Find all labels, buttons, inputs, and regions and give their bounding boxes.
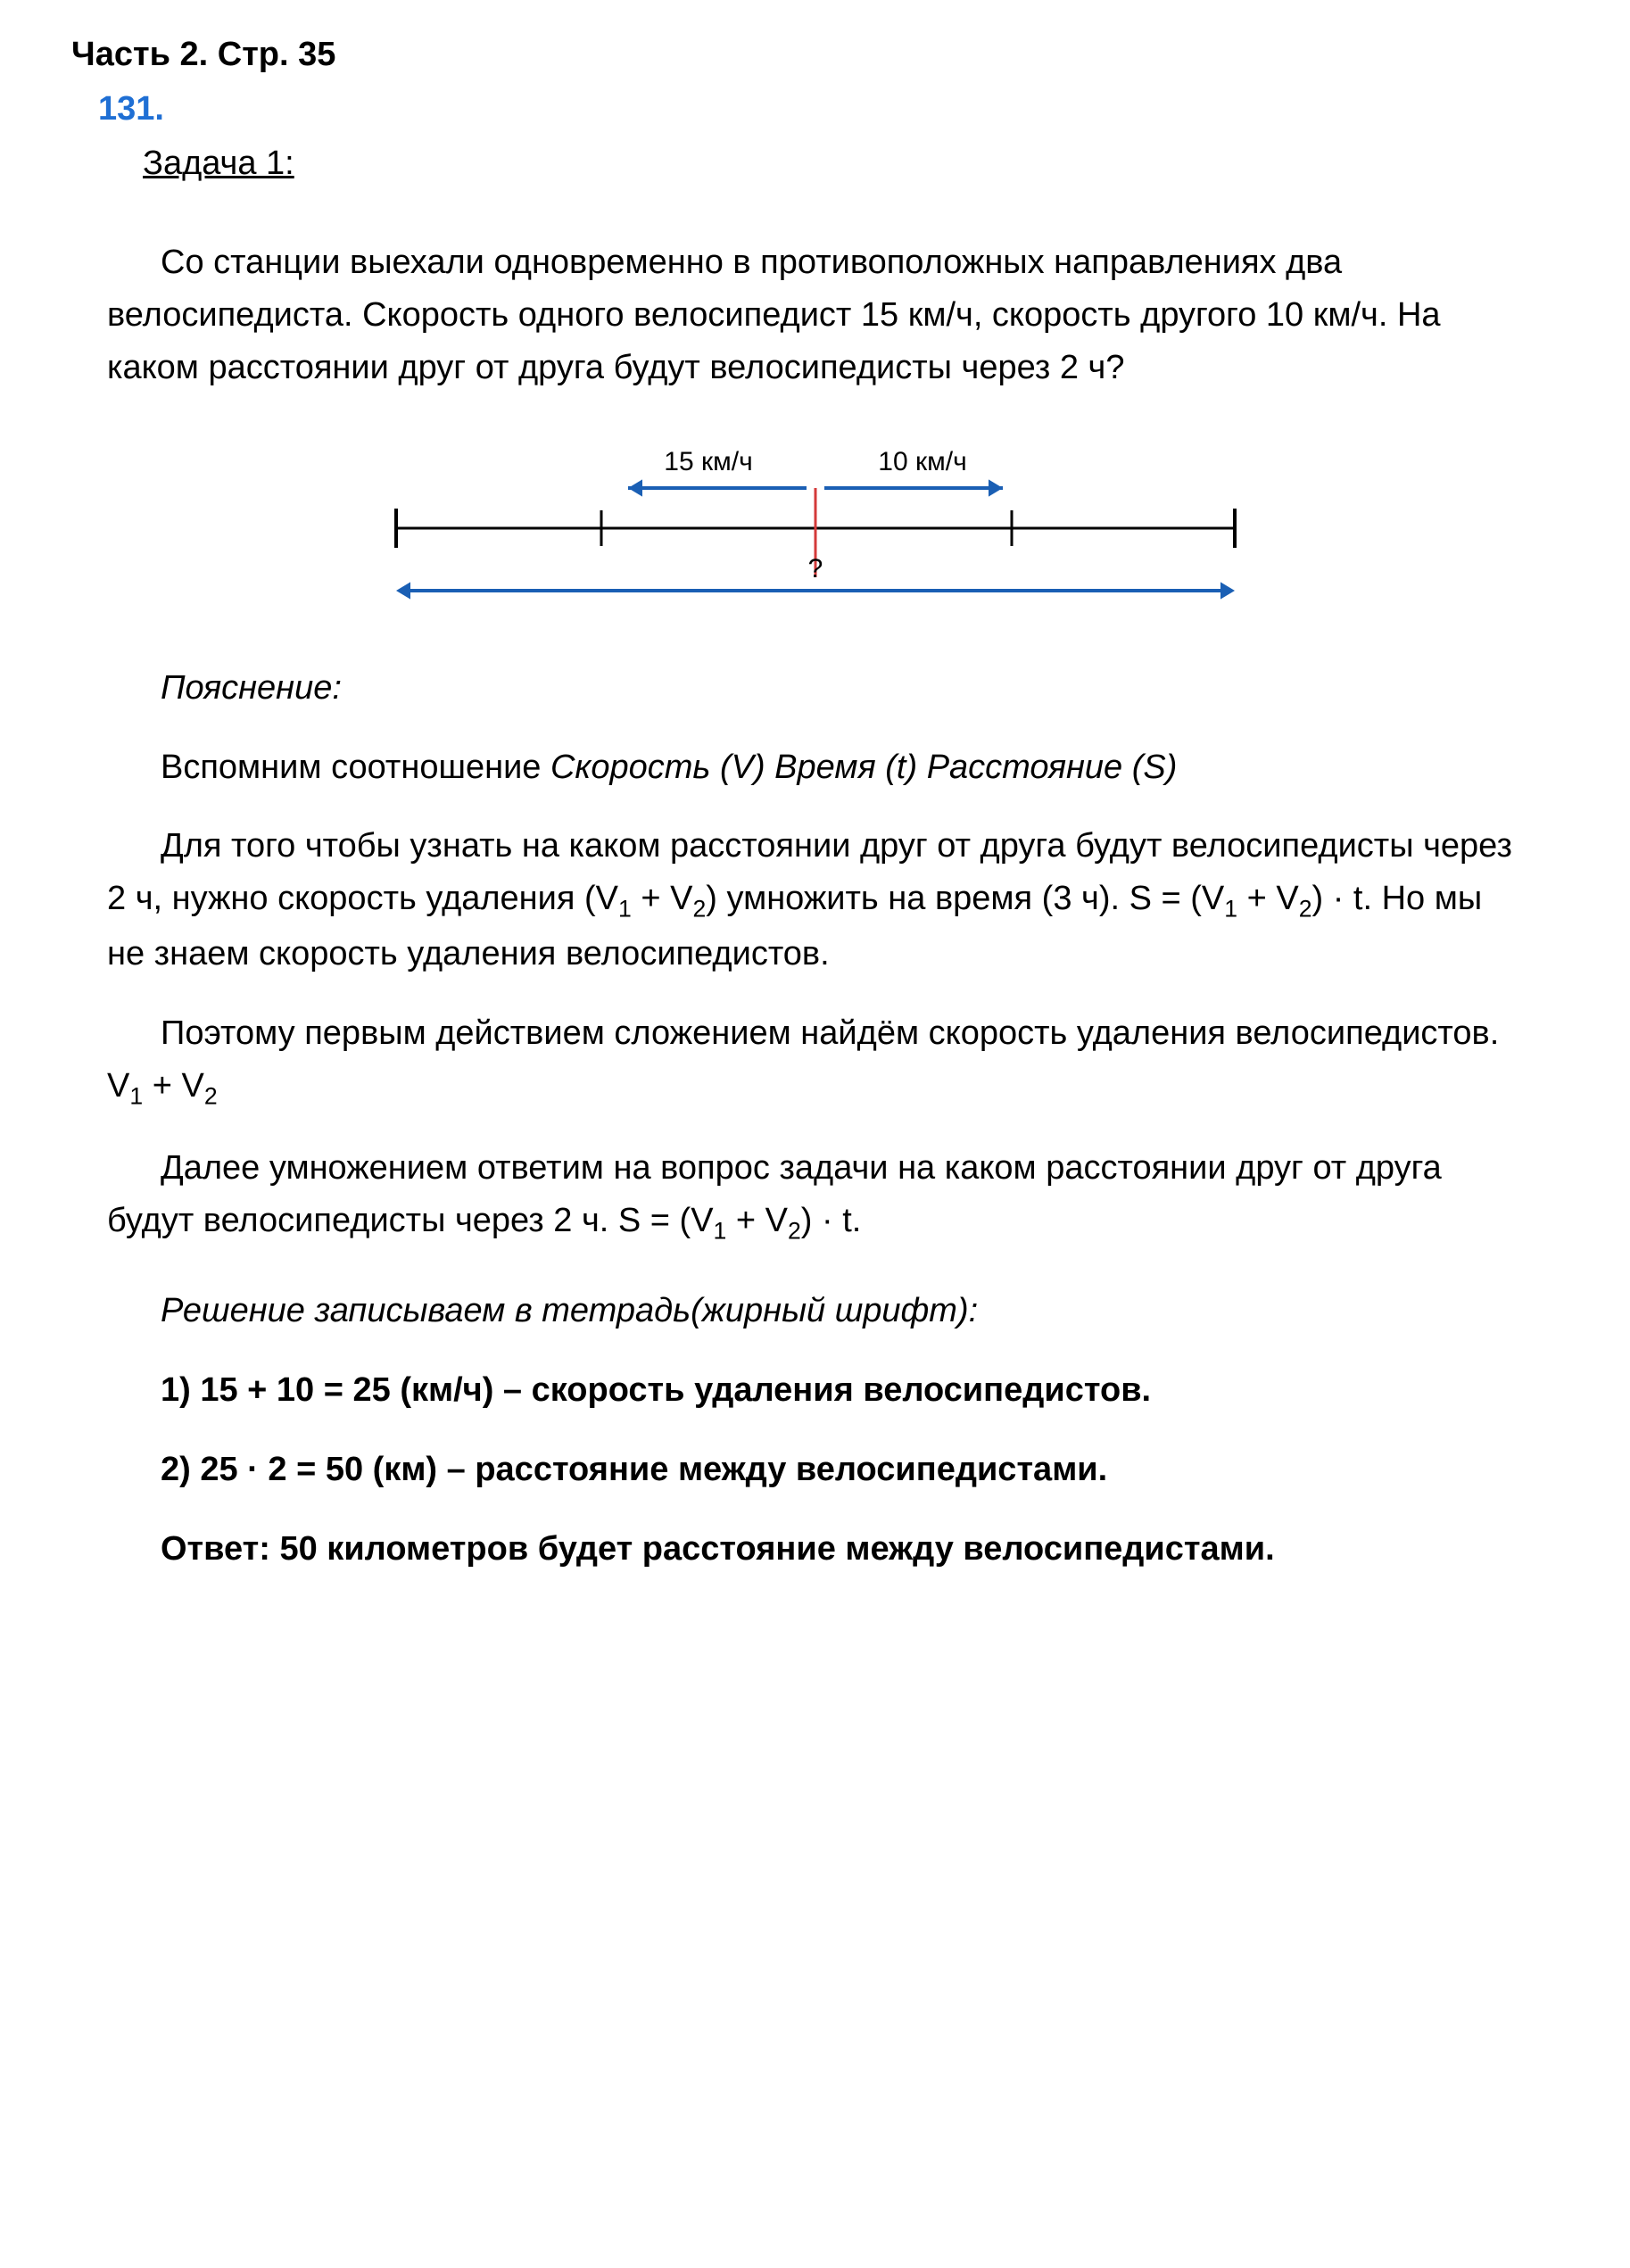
explanation-title: Пояснение:: [107, 662, 1523, 715]
expl-p1-italic: Скорость (V) Время (t) Расстояние (S): [550, 749, 1177, 786]
problem-number: 131.: [98, 90, 1559, 128]
sub-1b: 1: [1224, 896, 1237, 923]
explanation-p3: Поэтому первым действием сложением найдё…: [107, 1007, 1523, 1115]
solution-step-1: 1) 15 + 10 = 25 (км/ч) – скорость удален…: [107, 1364, 1523, 1417]
svg-text:10 км/ч: 10 км/ч: [878, 447, 966, 476]
expl-p4-b: + V: [726, 1202, 788, 1239]
sub-2d: 2: [788, 1217, 801, 1244]
svg-text:?: ?: [807, 554, 823, 584]
sub-2c: 2: [204, 1083, 218, 1110]
explanation-p4: Далее умножением ответим на вопрос задач…: [107, 1142, 1523, 1250]
svg-text:15 км/ч: 15 км/ч: [664, 447, 752, 476]
solution-step-2: 2) 25 · 2 = 50 (км) – расстояние между в…: [107, 1444, 1523, 1496]
expl-p2-mid2: + V: [1237, 880, 1299, 917]
page-header: Часть 2. Стр. 35: [71, 36, 1559, 74]
problem-statement: Со станции выехали одновременно в против…: [107, 236, 1523, 394]
sub-1d: 1: [714, 1217, 727, 1244]
diagram-svg: 15 км/ч 10 км/ч?: [325, 421, 1306, 617]
task-label: Задача 1:: [143, 145, 1559, 183]
expl-p1-prefix: Вспомним соотношение: [161, 749, 550, 786]
expl-p3-a: Поэтому первым действием сложением найдё…: [107, 1014, 1499, 1105]
explanation-p1: Вспомним соотношение Скорость (V) Время …: [107, 741, 1523, 794]
solution-title: Решение записываем в тетрадь(жирный шриф…: [107, 1285, 1523, 1337]
explanation-p2: Для того чтобы узнать на каком расстояни…: [107, 820, 1523, 981]
expl-p3-mid: + V: [143, 1067, 204, 1105]
motion-diagram: 15 км/ч 10 км/ч?: [71, 421, 1559, 617]
expl-p2-mid: + V: [632, 880, 693, 917]
expl-p2-after: ) умножить на время (3 ч). S = (V: [706, 880, 1224, 917]
sub-1: 1: [618, 896, 632, 923]
solution-answer: Ответ: 50 километров будет расстояние ме…: [107, 1523, 1523, 1576]
expl-p4-c: ) · t.: [801, 1202, 862, 1239]
sub-1c: 1: [129, 1083, 143, 1110]
sub-2b: 2: [1299, 896, 1312, 923]
sub-2: 2: [692, 896, 706, 923]
